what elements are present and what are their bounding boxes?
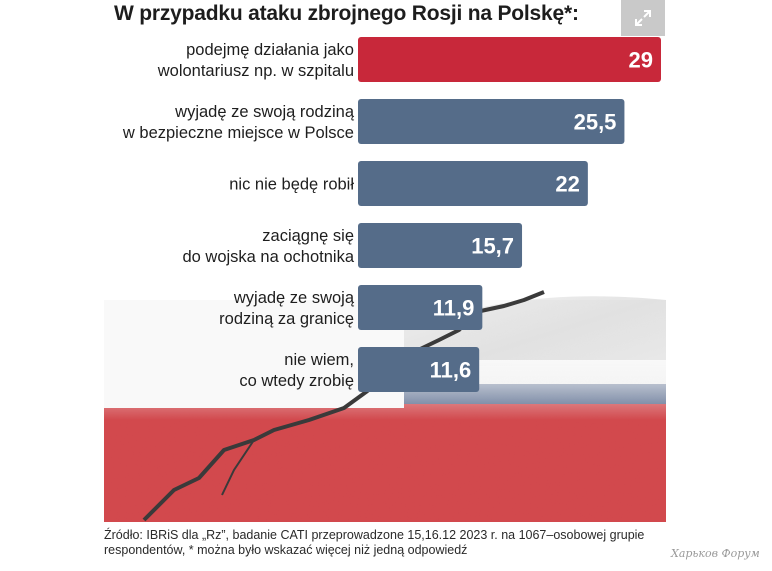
chart-panel — [104, 0, 666, 522]
watermark: Харьков Форум — [671, 547, 760, 560]
expand-button[interactable] — [621, 0, 665, 36]
expand-icon — [635, 10, 651, 26]
flag-crack-background — [104, 290, 666, 522]
source-note: Źródło: IBRiS dla „Rz”, badanie CATI prz… — [104, 528, 645, 557]
chart-title: W przypadku ataku zbrojnego Rosji na Pol… — [114, 2, 579, 25]
crack-line — [142, 290, 545, 522]
